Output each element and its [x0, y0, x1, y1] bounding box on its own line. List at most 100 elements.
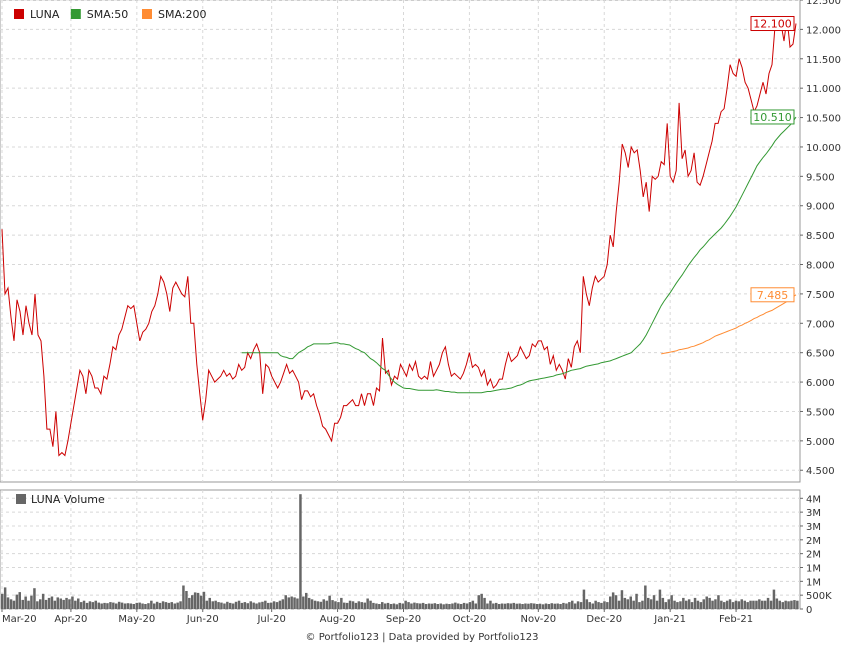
volume-bar: [106, 603, 109, 609]
volume-bar: [655, 600, 659, 609]
volume-bar: [229, 602, 232, 609]
volume-bar: [18, 592, 21, 609]
volume-bar: [132, 604, 135, 609]
volume-bar: [427, 603, 431, 609]
volume-bar: [164, 602, 168, 609]
volume-bar: [576, 601, 580, 609]
volume-bar: [220, 602, 223, 609]
volume-bar: [725, 600, 729, 609]
volume-bar: [676, 602, 679, 609]
volume-bar: [506, 603, 510, 609]
volume-bar: [462, 602, 466, 609]
volume-bar: [457, 603, 460, 609]
volume-bar: [217, 602, 220, 609]
volume-bar: [12, 600, 16, 609]
volume-bar: [661, 597, 665, 609]
volume-bar: [208, 597, 211, 609]
volume-bar: [389, 604, 393, 609]
volume-bar: [170, 602, 173, 609]
volume-bar: [530, 603, 533, 609]
volume-bar: [430, 603, 434, 609]
volume-bar: [383, 603, 387, 609]
price-tick-label: 6.500: [806, 349, 835, 360]
volume-bar: [53, 600, 57, 609]
volume-bar: [243, 602, 247, 609]
volume-bar: [354, 602, 358, 609]
price-tick-label: 8.000: [806, 261, 835, 272]
x-tick-label: May-20: [118, 614, 155, 625]
last-value-label: 12.100: [753, 18, 792, 31]
volume-bar: [33, 588, 36, 609]
volume-bar: [161, 601, 165, 609]
volume-bar: [313, 600, 317, 609]
price-tick-label: 7.000: [806, 319, 835, 330]
footer-credit: © Portfolio123 | Data provided by Portfo…: [306, 632, 539, 643]
volume-bar: [772, 589, 776, 609]
last-value-label: 7.485: [757, 289, 789, 302]
volume-bar: [147, 603, 150, 609]
legend-swatch: [70, 9, 81, 19]
volume-bar: [41, 593, 45, 609]
volume-bar: [781, 602, 784, 609]
price-tick-label: 6.000: [806, 378, 835, 389]
volume-bar: [272, 601, 276, 609]
volume-bar: [240, 602, 244, 609]
volume-bar: [471, 600, 475, 609]
volume-bar: [398, 602, 401, 609]
volume-bar: [503, 603, 507, 609]
volume-bar: [211, 601, 214, 609]
volume-bar: [328, 595, 331, 609]
volume-tick-label: 2M: [806, 536, 821, 547]
legend-label: LUNA: [30, 8, 60, 21]
volume-bar: [179, 601, 182, 609]
volume-bar: [790, 600, 793, 609]
x-tick-label: Jul-20: [256, 614, 285, 625]
volume-bar: [68, 599, 71, 609]
volume-bar: [743, 600, 746, 609]
price-panel: 4.500 5.000 5.500 6.000 6.500 7.000 7.500 8.000…: [0, 0, 841, 483]
volume-bar: [544, 603, 548, 609]
volume-bar: [761, 600, 764, 609]
volume-bar: [27, 600, 30, 609]
sma200-line: [661, 294, 797, 355]
volume-bar: [711, 600, 714, 609]
volume-bar: [191, 595, 194, 609]
volume-bar: [495, 602, 498, 609]
volume-bar: [237, 600, 241, 609]
volume-bar: [381, 602, 384, 609]
price-plot-frame: [0, 0, 801, 483]
volume-bar: [442, 604, 445, 609]
volume-bar: [652, 595, 656, 609]
volume-bar: [649, 599, 653, 609]
volume-bar: [518, 603, 521, 609]
x-tick-label: Aug-20: [320, 614, 356, 625]
volume-tick-label: 3M: [806, 522, 821, 533]
volume-bar: [150, 600, 153, 609]
volume-bar: [723, 602, 726, 609]
volume-bar: [766, 597, 770, 609]
volume-bar: [658, 589, 662, 609]
price-tick-label: 5.500: [806, 407, 835, 418]
volume-bar: [497, 604, 501, 609]
x-tick-label: Feb-21: [719, 614, 753, 625]
volume-bar: [369, 600, 372, 609]
volume-plot-frame: [0, 489, 801, 610]
volume-bar: [322, 599, 325, 609]
volume-bar: [310, 599, 314, 609]
volume-bar: [3, 587, 7, 609]
legend-swatch: [142, 9, 152, 19]
volume-bar: [334, 601, 337, 609]
volume-bar: [617, 600, 621, 609]
volume-bar: [77, 598, 80, 609]
volume-bar: [258, 602, 261, 609]
volume-bar: [117, 601, 121, 609]
volume-bar: [24, 596, 27, 609]
volume-bar: [284, 595, 287, 609]
volume-bar: [39, 599, 42, 609]
volume-bar: [489, 600, 492, 609]
volume-bar: [445, 603, 448, 609]
volume-bar: [234, 601, 238, 609]
volume-tick-label: 500K: [806, 591, 832, 602]
volume-bar: [167, 602, 171, 609]
volume-bar: [600, 602, 603, 609]
